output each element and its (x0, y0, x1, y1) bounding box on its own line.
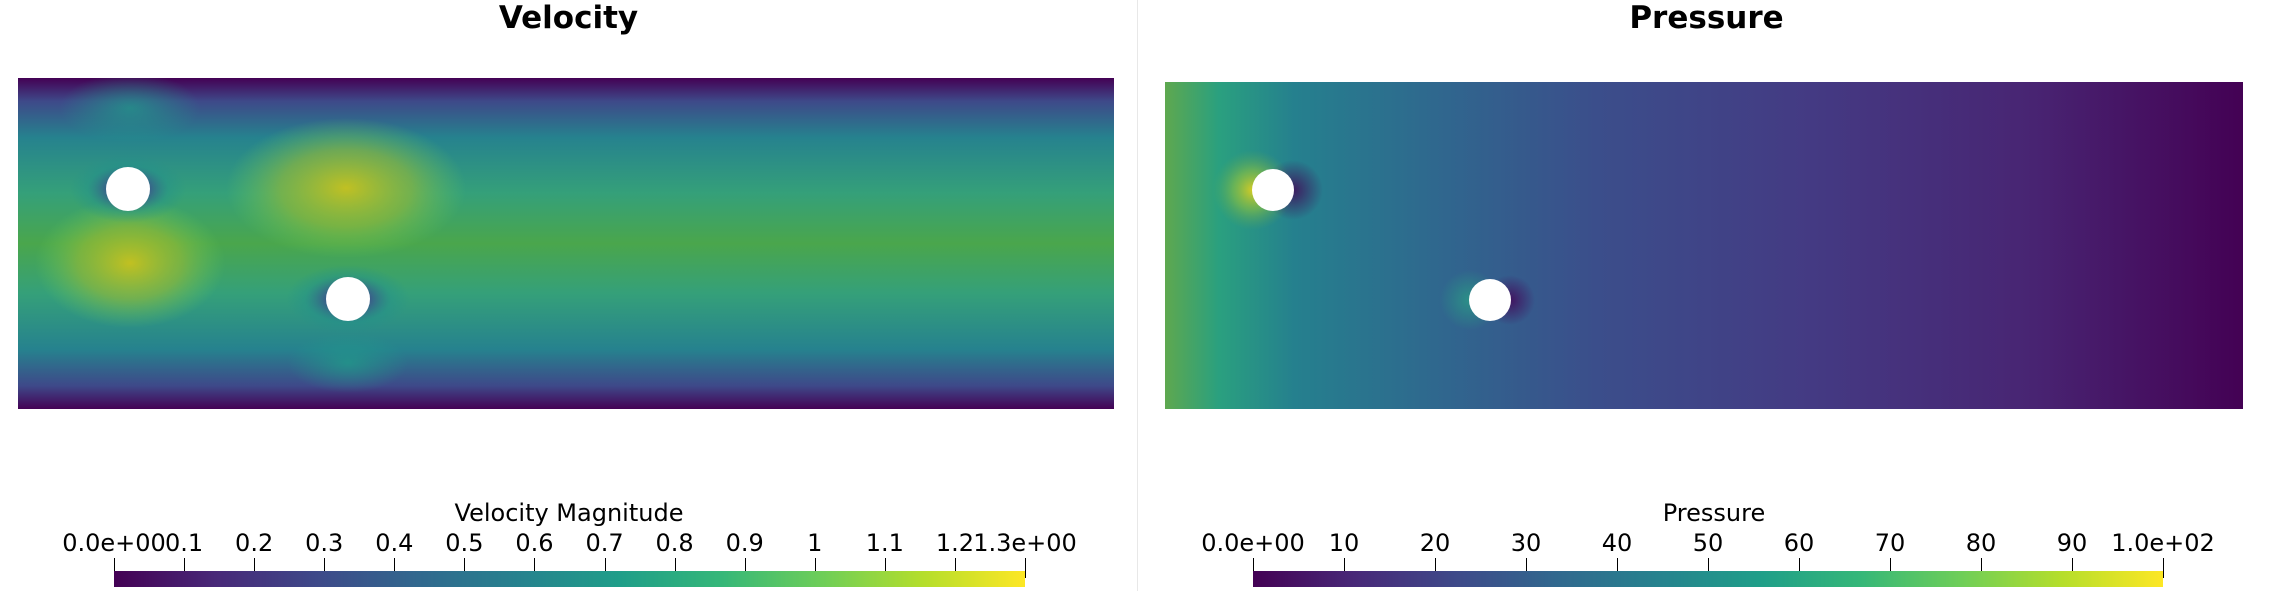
velocity-tick-mark (1025, 558, 1026, 578)
velocity-tick-label: 0.8 (655, 529, 694, 557)
velocity-tick-label: 0.9 (725, 529, 764, 557)
pressure-tick-label: 90 (2056, 529, 2088, 557)
pressure-tick-label: 80 (1965, 529, 1997, 557)
velocity-tick-label: 0.7 (585, 529, 624, 557)
obstacle-2 (326, 277, 370, 321)
velocity-tick-label: 0.0e+00 (62, 529, 166, 557)
pressure-colorbar (1253, 571, 2163, 587)
velocity-tick-mark (604, 558, 606, 578)
velocity-tick-mark (324, 558, 326, 578)
velocity-tick-label: 1.1 (865, 529, 904, 557)
pressure-tick-label: 10 (1328, 529, 1360, 557)
pressure-tick-mark (1799, 558, 1800, 578)
pressure-tick-mark (1253, 558, 1254, 578)
velocity-tick-label: 0.2 (235, 529, 274, 557)
pressure-tick-mark (1435, 558, 1436, 578)
panel-divider (1137, 0, 1138, 591)
velocity-tick-mark (954, 558, 956, 578)
velocity-panel: Velocity (0, 0, 1137, 591)
pressure-tick-mark (1708, 558, 1709, 578)
velocity-tick-mark (184, 558, 186, 578)
velocity-colorbar-title: Velocity Magnitude (454, 499, 684, 527)
pressure-tick-label: 40 (1601, 529, 1633, 557)
velocity-tick-mark (814, 558, 816, 578)
velocity-tick-mark (114, 558, 115, 578)
pressure-tick-label: 30 (1510, 529, 1542, 557)
pressure-colorbar-title: Pressure (1662, 499, 1766, 527)
velocity-tick-mark (394, 558, 396, 578)
velocity-tick-label: 1.2 (935, 529, 975, 557)
velocity-field-plot (18, 78, 1114, 409)
pressure-tick-mark (1890, 558, 1891, 578)
velocity-tick-label: 1.3e+00 (973, 529, 1077, 557)
velocity-tick-mark (534, 558, 536, 578)
pressure-panel: Pressure (1138, 0, 2275, 591)
pressure-tick-mark (1981, 558, 1982, 578)
velocity-tick-mark (674, 558, 676, 578)
pressure-title: Pressure (1629, 0, 1784, 36)
pressure-tick-label: 0.0e+00 (1201, 529, 1305, 557)
pressure-tick-mark (1617, 558, 1618, 578)
pressure-field-plot (1165, 82, 2243, 409)
velocity-tick-label: 0.5 (445, 529, 484, 557)
pressure-tick-label: 50 (1692, 529, 1724, 557)
obstacle-1 (1252, 169, 1294, 211)
velocity-tick-label: 0.4 (375, 529, 414, 557)
velocity-tick-label: 0.3 (305, 529, 344, 557)
pressure-tick-mark (2072, 558, 2073, 578)
velocity-tick-label: 0.1 (164, 529, 204, 557)
velocity-tick-label: 0.6 (515, 529, 554, 557)
pressure-tick-mark (1526, 558, 1527, 578)
velocity-title: Velocity (498, 0, 639, 36)
velocity-tick-mark (254, 558, 256, 578)
pressure-tick-label: 60 (1783, 529, 1815, 557)
obstacle-2 (1469, 279, 1511, 321)
velocity-tick-label: 1 (807, 529, 823, 557)
velocity-tick-mark (744, 558, 746, 578)
pressure-tick-label: 70 (1874, 529, 1906, 557)
obstacle-1 (106, 167, 150, 211)
pressure-tick-label: 20 (1419, 529, 1451, 557)
velocity-tick-mark (464, 558, 466, 578)
pressure-tick-mark (1344, 558, 1345, 578)
velocity-tick-mark (884, 558, 886, 578)
velocity-colorbar (114, 571, 1025, 587)
pressure-tick-label: 1.0e+02 (2111, 529, 2215, 557)
pressure-tick-mark (2163, 558, 2164, 578)
